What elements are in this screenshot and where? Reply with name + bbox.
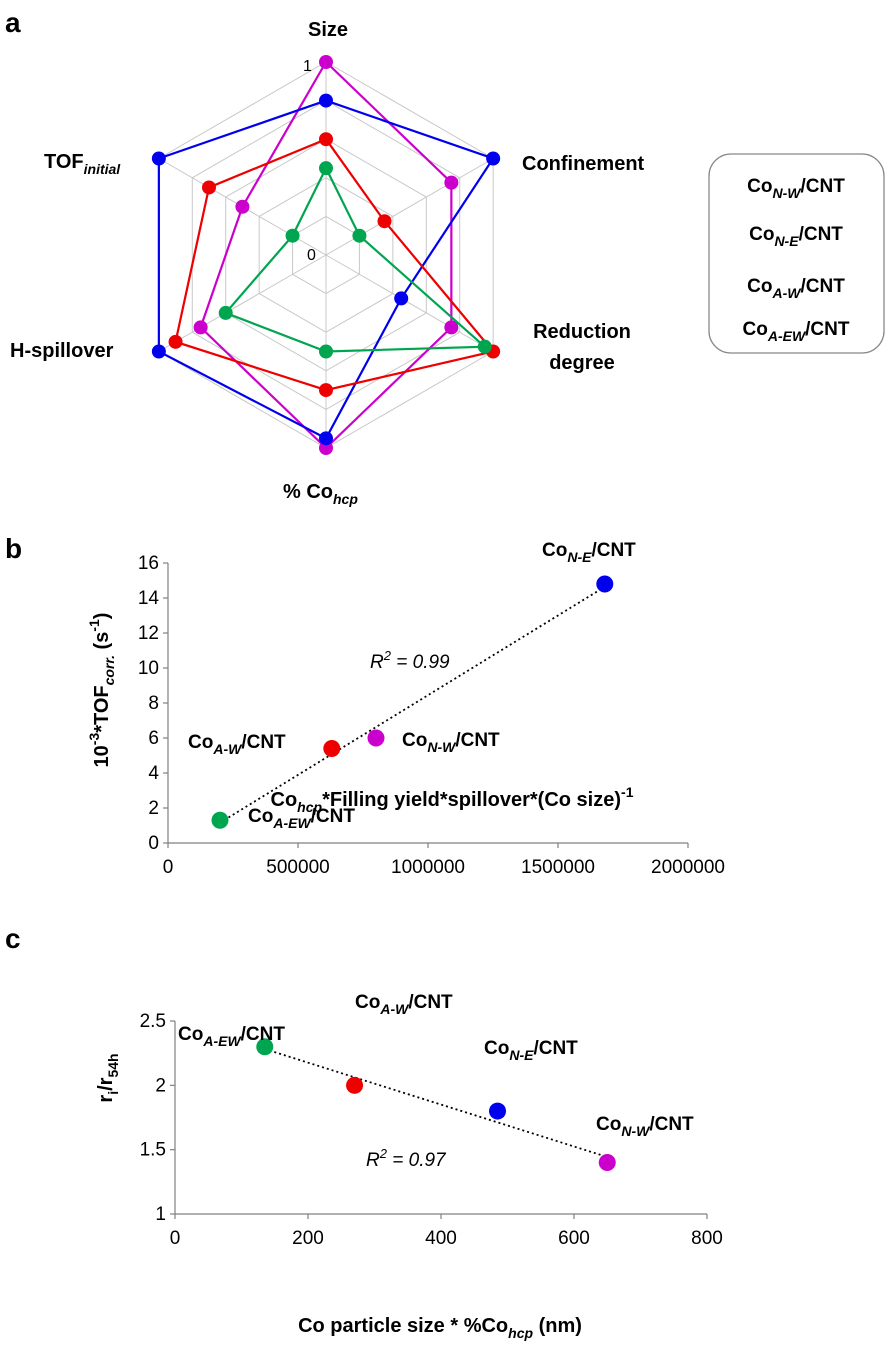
chart-c-y-tick-label: 1 (155, 1204, 166, 1225)
radar-point-a-w (201, 180, 216, 195)
radar-axis-hcp: % Cohcp (283, 481, 358, 507)
radar-spoke (325, 254, 494, 352)
radar-point-a-w (319, 132, 333, 147)
chart-c-y-tick-label: 2 (155, 1075, 166, 1096)
chart-c-point-a-ew (256, 1038, 274, 1056)
legend-frame (708, 153, 885, 354)
chart-b-label-n-w: CoN-W/CNT (402, 730, 500, 755)
chart-b-y-tick-label: 8 (148, 693, 159, 714)
radar-axis-confinement: Confinement (522, 153, 645, 175)
legend-entry-n-w: CoN-W/CNT (747, 176, 845, 201)
chart-c-label-n-e: CoN-E/CNT (484, 1038, 578, 1063)
chart-c-x-tick-label: 600 (558, 1228, 590, 1249)
radar-axis-tof: TOFinitial (44, 151, 121, 177)
chart-b-x-tick-label: 1000000 (391, 857, 465, 878)
chart-b-label-a-w: CoA-W/CNT (188, 732, 286, 757)
chart-c-xlabel: Co particle size * %Cohcp (nm) (298, 1315, 582, 1341)
radar-series-group (151, 55, 501, 455)
chart-b-trendline (219, 586, 606, 824)
radar-axis-reduction-degree-line2: degree (549, 352, 615, 374)
chart-c-y-tick-label: 2.5 (140, 1011, 166, 1032)
radar-chart: 1 0 Size Confinement Reduction degree % … (10, 19, 645, 507)
chart-c-y-tick-label: 1.5 (140, 1140, 166, 1161)
legend: CoN-W/CNT CoN-E/CNT CoA-W/CNT CoA-EW/CNT (708, 153, 885, 354)
chart-c-marks (256, 1038, 616, 1172)
chart-b-point-a-ew (211, 811, 229, 829)
chart-b-label-a-ew: CoA-EW/CNT (248, 806, 355, 831)
panel-letter-a: a (5, 7, 21, 38)
radar-point-n-e (151, 344, 166, 359)
radar-tick-max: 1 (303, 58, 312, 75)
chart-c-r2: R2 = 0.97 (366, 1146, 447, 1171)
radar-point-a-w (168, 334, 183, 349)
legend-entry-n-e: CoN-E/CNT (749, 224, 843, 249)
radar-point-a-w (377, 214, 392, 229)
chart-b-label-n-e: CoN-E/CNT (542, 540, 636, 565)
radar-point-n-w (444, 320, 459, 335)
chart-c-point-a-w (346, 1076, 364, 1094)
chart-c-label-a-w: CoA-W/CNT (355, 992, 453, 1017)
chart-c-x-tick-label: 0 (170, 1228, 181, 1249)
chart-c-x-tick-label: 800 (691, 1228, 723, 1249)
chart-b-x-tick-label: 2000000 (651, 857, 725, 878)
radar-spoke (158, 254, 327, 352)
chart-b-x-tick-label: 0 (163, 857, 174, 878)
scatter-chart-b: 0 2 4 6 8 10 12 14 16 0 500000 1000000 1500000 200000… (86, 540, 725, 878)
chart-b-y-tick-label: 4 (148, 763, 159, 784)
radar-point-n-w (444, 175, 459, 190)
radar-point-n-e (319, 431, 333, 446)
radar-point-a-ew (319, 161, 333, 176)
radar-axis-reduction-degree-line1: Reduction (533, 321, 631, 343)
radar-point-a-ew (352, 228, 367, 243)
radar-point-a-ew (319, 344, 333, 359)
chart-b-x-tick-label: 1500000 (521, 857, 595, 878)
radar-axis-h-spillover: H-spillover (10, 340, 114, 362)
radar-point-n-w (193, 320, 208, 335)
panel-letter-c: c (5, 923, 21, 954)
chart-b-x-tick-label: 500000 (266, 857, 329, 878)
chart-b-y-tick-label: 12 (138, 623, 159, 644)
radar-point-a-ew (218, 305, 233, 320)
chart-c-trendline (264, 1048, 608, 1158)
radar-point-n-w (319, 55, 333, 69)
chart-b-r2: R2 = 0.99 (370, 648, 450, 673)
chart-b-point-a-w (323, 740, 341, 757)
chart-c-ylabel: ri/r54h (95, 1053, 121, 1102)
chart-b-y-tick-label: 16 (138, 553, 159, 574)
chart-b-xlabel: Cohcp*Filling yield*spillover*(Co size)-… (271, 784, 634, 815)
radar-point-n-e (151, 151, 166, 166)
radar-point-n-e (486, 151, 501, 166)
chart-b-axes: 0 2 4 6 8 10 12 14 16 0 500000 1000000 1500000 200000… (138, 553, 725, 878)
radar-point-a-ew (285, 228, 300, 243)
radar-tick-zero: 0 (307, 247, 316, 264)
legend-entry-a-ew: CoA-EW/CNT (743, 319, 850, 344)
chart-b-y-tick-label: 10 (138, 658, 159, 679)
radar-point-a-w (319, 383, 333, 398)
chart-c-point-n-w (598, 1154, 616, 1172)
chart-b-y-tick-label: 6 (148, 728, 159, 749)
chart-c-point-n-e (489, 1102, 507, 1120)
chart-b-point-n-w (367, 729, 385, 747)
radar-axis-size: Size (308, 19, 348, 41)
chart-b-y-tick-label: 2 (148, 798, 159, 819)
radar-point-n-w (319, 441, 333, 455)
chart-b-ylabel: 10-3*TOFcorr. (s-1) (86, 613, 117, 768)
radar-point-a-ew (477, 339, 492, 354)
radar-point-n-e (394, 291, 409, 306)
scatter-chart-c: 1 1.5 2 2.5 0 200 400 600 800 Co particle size *… (95, 992, 723, 1341)
radar-point-n-e (319, 93, 333, 108)
chart-c-x-tick-label: 200 (292, 1228, 324, 1249)
chart-c-axes: 1 1.5 2 2.5 0 200 400 600 800 (140, 1011, 723, 1249)
chart-c-label-n-w: CoN-W/CNT (596, 1114, 694, 1139)
chart-b-marks (211, 575, 614, 829)
chart-c-label-a-ew: CoA-EW/CNT (178, 1024, 285, 1049)
chart-c-x-tick-label: 400 (425, 1228, 457, 1249)
radar-point-n-w (235, 199, 250, 214)
chart-b-y-tick-label: 0 (148, 833, 159, 854)
chart-b-y-tick-label: 14 (138, 588, 160, 609)
legend-entry-a-w: CoA-W/CNT (747, 276, 845, 301)
panel-letter-b: b (5, 533, 22, 564)
chart-b-point-n-e (596, 575, 614, 593)
